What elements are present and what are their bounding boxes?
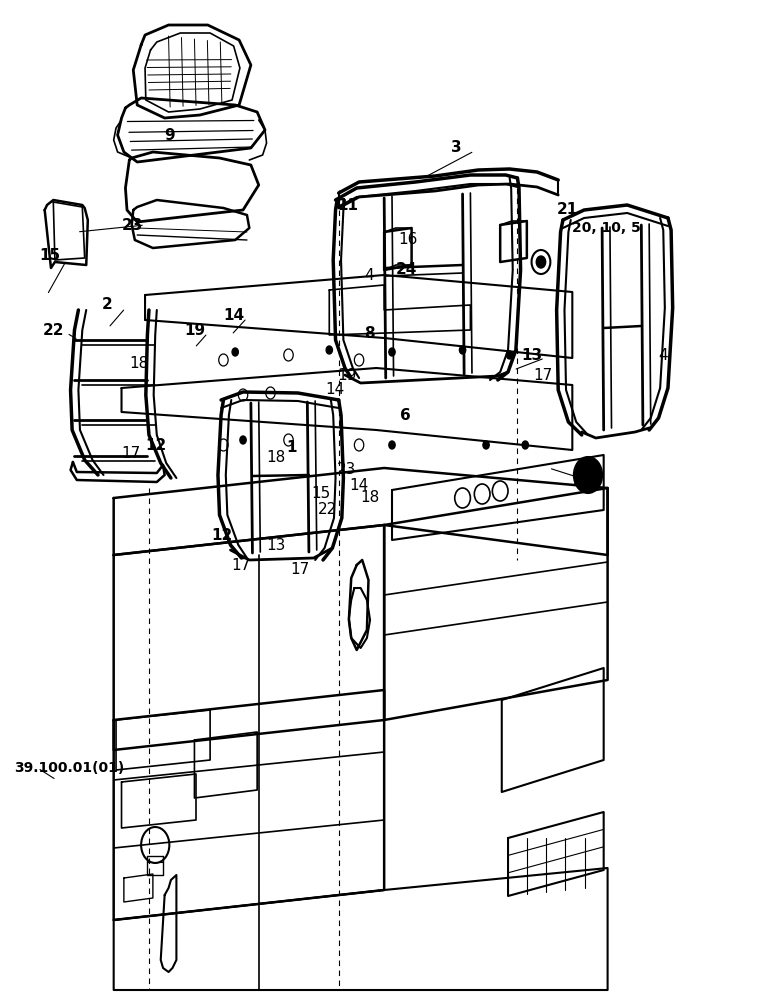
Text: 4: 4 [365, 267, 374, 282]
Text: 13: 13 [267, 538, 286, 552]
Text: 17: 17 [290, 562, 310, 577]
Text: 24: 24 [396, 262, 417, 277]
Text: 2: 2 [102, 297, 113, 312]
Text: 18: 18 [129, 356, 149, 370]
Text: 21: 21 [557, 202, 578, 218]
Text: 12: 12 [212, 528, 233, 542]
Text: 18: 18 [361, 490, 380, 506]
Text: 4: 4 [659, 348, 668, 362]
Text: 20, 10, 5: 20, 10, 5 [572, 221, 641, 235]
Text: 22: 22 [318, 502, 337, 518]
Circle shape [459, 346, 466, 354]
Text: 8: 8 [365, 326, 376, 340]
Circle shape [483, 441, 489, 449]
Circle shape [536, 256, 546, 268]
Text: 18: 18 [267, 450, 286, 466]
Text: 6: 6 [400, 408, 411, 422]
Text: 14: 14 [349, 478, 368, 492]
Text: 23: 23 [122, 218, 143, 232]
Text: 39.100.01(01): 39.100.01(01) [14, 761, 125, 775]
Text: 15: 15 [39, 247, 60, 262]
Text: 19: 19 [184, 323, 205, 338]
Circle shape [389, 348, 395, 356]
Text: 14: 14 [223, 308, 245, 322]
Text: 9: 9 [165, 127, 176, 142]
Text: 1: 1 [286, 440, 296, 456]
Text: 7: 7 [572, 473, 583, 488]
Text: 11: 11 [337, 198, 358, 213]
Text: 16: 16 [398, 232, 418, 247]
Circle shape [574, 457, 602, 493]
Text: 17: 17 [122, 446, 141, 461]
Circle shape [522, 441, 528, 449]
Text: 22: 22 [43, 323, 64, 338]
Text: 12: 12 [145, 438, 166, 453]
Text: 15: 15 [311, 486, 331, 500]
Text: 13: 13 [521, 348, 543, 362]
Text: 3: 3 [451, 140, 462, 155]
Text: 19: 19 [337, 367, 357, 382]
Text: 17: 17 [231, 557, 251, 572]
Text: 14: 14 [325, 382, 345, 397]
Circle shape [232, 348, 238, 356]
Text: 23: 23 [337, 462, 357, 478]
Circle shape [326, 346, 332, 354]
Circle shape [506, 351, 513, 359]
Circle shape [389, 441, 395, 449]
Text: 17: 17 [533, 367, 553, 382]
Circle shape [240, 436, 246, 444]
